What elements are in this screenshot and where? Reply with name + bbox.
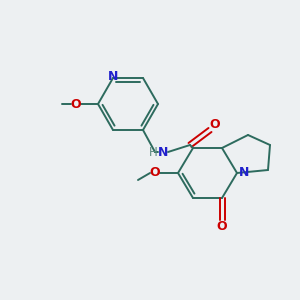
Text: N: N <box>158 146 168 158</box>
Text: H: H <box>148 146 158 160</box>
Text: O: O <box>210 118 220 131</box>
Text: O: O <box>150 167 160 179</box>
Text: O: O <box>217 220 227 233</box>
Text: O: O <box>71 98 81 110</box>
Text: N: N <box>108 70 118 83</box>
Text: N: N <box>239 167 249 179</box>
